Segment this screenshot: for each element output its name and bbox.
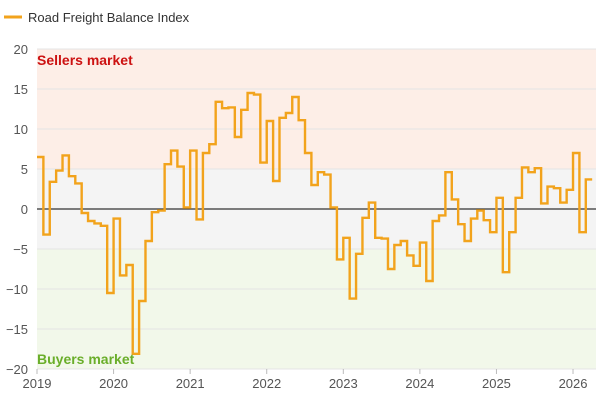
y-tick-label: 5 <box>21 162 28 177</box>
zone-labels: Sellers market Buyers market <box>37 52 135 367</box>
series-line[interactable] <box>37 91 593 355</box>
x-tick-label: 2021 <box>176 376 205 391</box>
sellers-market-label: Sellers market <box>37 52 133 68</box>
legend[interactable]: Road Freight Balance Index <box>4 10 190 25</box>
x-tick-label: 2022 <box>252 376 281 391</box>
legend-label: Road Freight Balance Index <box>28 10 190 25</box>
series-layer <box>37 91 593 355</box>
y-tick-label: 0 <box>21 202 28 217</box>
y-tick-label: −20 <box>6 362 28 377</box>
y-tick-label: −15 <box>6 322 28 337</box>
x-tick-label: 2026 <box>559 376 588 391</box>
y-tick-label: −5 <box>13 242 28 257</box>
y-tick-label: 10 <box>14 122 28 137</box>
x-tick-label: 2025 <box>482 376 511 391</box>
y-tick-label: −10 <box>6 282 28 297</box>
zone-band <box>37 49 596 169</box>
x-axis-ticks: 2019 2020 2021 2022 2023 2024 2025 2026 <box>23 369 588 391</box>
x-tick-label: 2020 <box>99 376 128 391</box>
x-tick-label: 2023 <box>329 376 358 391</box>
y-tick-label: 20 <box>14 42 28 57</box>
x-tick-label: 2024 <box>405 376 434 391</box>
x-tick-label: 2019 <box>23 376 52 391</box>
buyers-market-label: Buyers market <box>37 351 135 367</box>
y-axis-ticks: 20 15 10 5 0 −5 −10 −15 −20 <box>6 42 28 377</box>
y-tick-label: 15 <box>14 82 28 97</box>
